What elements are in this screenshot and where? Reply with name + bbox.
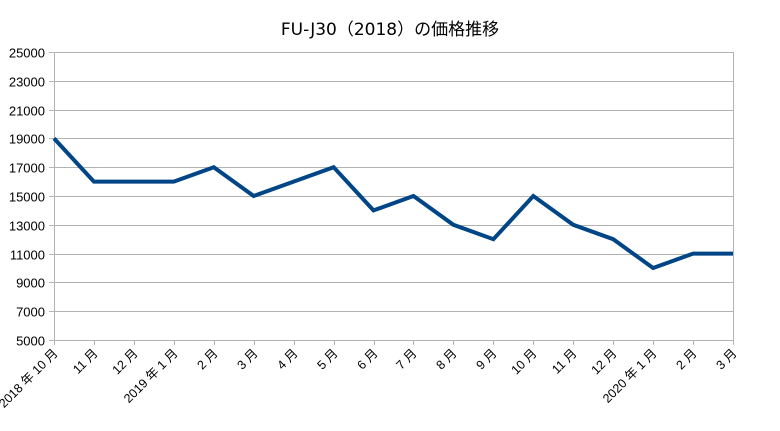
x-tick-label: 7 月 <box>394 346 420 372</box>
y-tick-label: 17000 <box>9 161 45 176</box>
x-tick-label: 4 月 <box>275 346 301 372</box>
x-tick-label: 12 月 <box>589 346 620 377</box>
y-tick-label: 7000 <box>16 305 45 320</box>
series-line <box>52 137 733 271</box>
price-line <box>52 137 733 271</box>
x-tick-label: 9 月 <box>474 346 500 372</box>
x-tick-label: 8 月 <box>434 346 460 372</box>
x-tick-label: 12 月 <box>110 346 141 377</box>
y-tick-label: 11000 <box>10 248 45 263</box>
x-tick-label: 10 月 <box>509 346 540 377</box>
y-tick-label: 21000 <box>9 104 45 119</box>
y-tick-label: 9000 <box>16 276 45 291</box>
x-tick-label: 3 月 <box>714 346 740 372</box>
y-tick-label: 5000 <box>16 334 45 349</box>
x-tick-label: 6 月 <box>355 346 381 372</box>
gridlines <box>49 52 734 345</box>
x-tick-label: 2 月 <box>674 346 700 372</box>
chart-title: FU-J30（2018）の価格推移 <box>280 20 500 40</box>
y-tick-label: 25000 <box>9 46 45 61</box>
x-tick-label: 5 月 <box>315 346 341 372</box>
y-tick-label: 13000 <box>9 219 45 234</box>
y-tick-label: 23000 <box>9 75 45 90</box>
x-tick-label: 2018 年 10 月 <box>0 346 61 410</box>
x-tick-label: 11 月 <box>70 346 100 376</box>
x-tick-label: 11 月 <box>549 346 579 376</box>
y-tick-label: 19000 <box>9 132 45 147</box>
y-axis: 5000 7000 9000 11000 13000 15000 17000 19000 210… <box>9 46 45 349</box>
x-tick-label: 2 月 <box>195 346 221 372</box>
x-tick-label: 3 月 <box>235 346 261 372</box>
y-tick-label: 15000 <box>9 190 45 205</box>
